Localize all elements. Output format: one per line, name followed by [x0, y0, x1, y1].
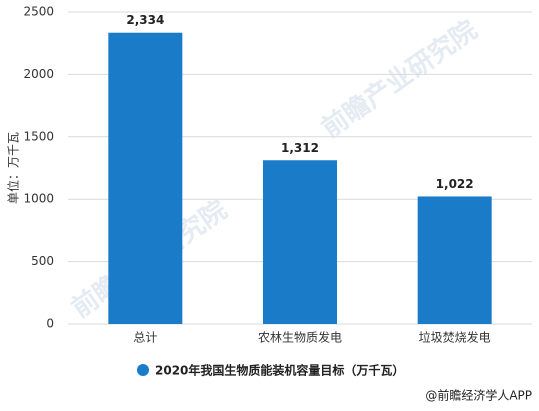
legend-label: 2020年我国生物质能装机容量目标（万千瓦）: [155, 363, 404, 378]
y-axis-label: 单位：万千瓦: [6, 132, 21, 204]
value-label: 1,312: [281, 141, 319, 155]
legend-marker: [137, 364, 149, 376]
x-tick-label: 总计: [133, 331, 157, 345]
source: @前瞻经济学人APP: [425, 388, 532, 403]
y-tick-label: 0: [46, 317, 54, 331]
bar: [263, 160, 337, 324]
y-tick-label: 1500: [23, 129, 54, 143]
y-tick-label: 2500: [23, 5, 54, 19]
watermark: 前瞻产业研究院: [316, 14, 483, 144]
x-tick-label: 垃圾焚烧发电: [419, 330, 491, 345]
value-label: 1,022: [436, 177, 474, 191]
x-tick-label: 农林生物质发电: [258, 330, 342, 345]
bar: [417, 196, 492, 324]
value-label: 2,334: [126, 13, 164, 27]
y-tick-label: 1000: [23, 192, 54, 206]
y-tick-label: 2000: [23, 67, 54, 81]
bar: [108, 32, 183, 325]
y-tick-label: 500: [31, 254, 54, 268]
